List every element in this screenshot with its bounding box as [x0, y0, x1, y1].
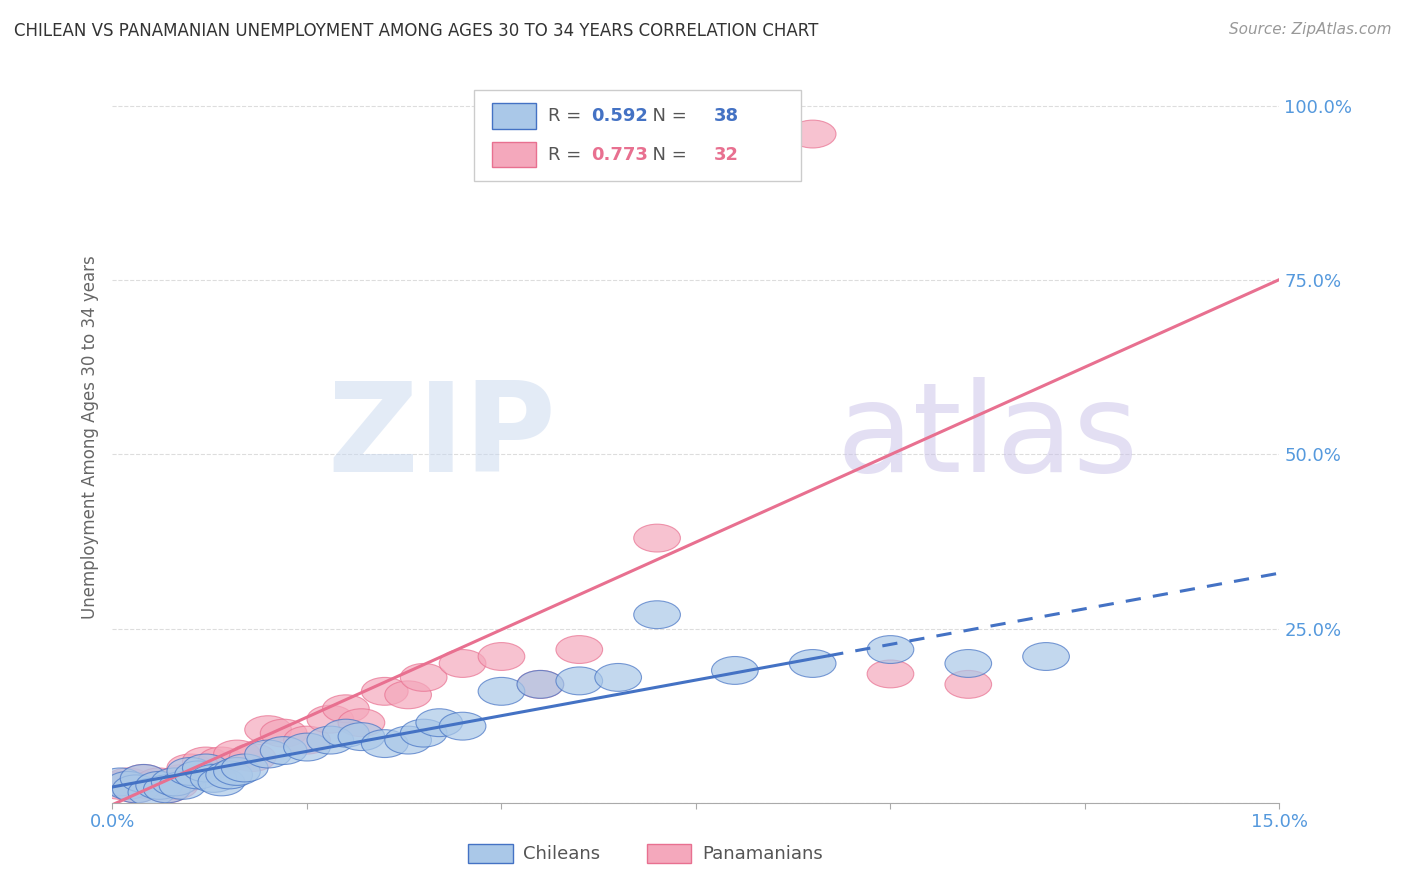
Ellipse shape: [198, 747, 245, 775]
Bar: [492, 103, 536, 128]
Text: Source: ZipAtlas.com: Source: ZipAtlas.com: [1229, 22, 1392, 37]
Ellipse shape: [260, 719, 307, 747]
Ellipse shape: [401, 664, 447, 691]
Ellipse shape: [143, 775, 190, 803]
Ellipse shape: [97, 772, 143, 799]
Ellipse shape: [183, 754, 229, 782]
Ellipse shape: [711, 657, 758, 684]
Ellipse shape: [517, 671, 564, 698]
Ellipse shape: [478, 677, 524, 706]
Ellipse shape: [789, 649, 837, 677]
Ellipse shape: [128, 779, 174, 806]
Ellipse shape: [439, 712, 486, 740]
Ellipse shape: [307, 726, 354, 754]
Bar: [647, 845, 692, 863]
Ellipse shape: [205, 761, 253, 789]
Ellipse shape: [159, 764, 205, 792]
Text: 0.773: 0.773: [591, 145, 648, 164]
Bar: [492, 142, 536, 168]
Text: atlas: atlas: [837, 376, 1137, 498]
Ellipse shape: [361, 730, 408, 757]
Text: R =: R =: [548, 107, 586, 125]
Ellipse shape: [337, 723, 385, 750]
Ellipse shape: [307, 706, 354, 733]
Ellipse shape: [385, 726, 432, 754]
Text: 38: 38: [713, 107, 738, 125]
Ellipse shape: [260, 737, 307, 764]
Ellipse shape: [337, 709, 385, 737]
Text: R =: R =: [548, 145, 586, 164]
Ellipse shape: [121, 764, 167, 792]
Y-axis label: Unemployment Among Ages 30 to 34 years: Unemployment Among Ages 30 to 34 years: [80, 255, 98, 619]
Ellipse shape: [868, 636, 914, 664]
Ellipse shape: [634, 601, 681, 629]
Ellipse shape: [385, 681, 432, 709]
Ellipse shape: [152, 768, 198, 796]
Ellipse shape: [439, 649, 486, 677]
Ellipse shape: [478, 642, 524, 671]
Ellipse shape: [104, 772, 152, 799]
Ellipse shape: [174, 761, 221, 789]
Ellipse shape: [167, 757, 214, 785]
Ellipse shape: [198, 768, 245, 796]
Ellipse shape: [128, 772, 174, 799]
Ellipse shape: [221, 754, 269, 782]
Ellipse shape: [136, 772, 183, 799]
Text: Chileans: Chileans: [523, 845, 600, 863]
Text: N =: N =: [641, 107, 693, 125]
Text: CHILEAN VS PANAMANIAN UNEMPLOYMENT AMONG AGES 30 TO 34 YEARS CORRELATION CHART: CHILEAN VS PANAMANIAN UNEMPLOYMENT AMONG…: [14, 22, 818, 40]
Text: ZIP: ZIP: [328, 376, 555, 498]
Ellipse shape: [245, 715, 291, 744]
Text: Panamanians: Panamanians: [702, 845, 823, 863]
Ellipse shape: [945, 649, 991, 677]
Ellipse shape: [945, 671, 991, 698]
FancyBboxPatch shape: [474, 90, 801, 181]
Text: N =: N =: [641, 145, 693, 164]
Ellipse shape: [245, 740, 291, 768]
Ellipse shape: [634, 524, 681, 552]
Ellipse shape: [711, 120, 758, 148]
Ellipse shape: [167, 754, 214, 782]
Ellipse shape: [555, 667, 603, 695]
Ellipse shape: [183, 747, 229, 775]
Ellipse shape: [112, 775, 159, 803]
Ellipse shape: [229, 744, 276, 772]
Ellipse shape: [214, 757, 260, 785]
Ellipse shape: [159, 772, 205, 799]
Ellipse shape: [416, 709, 463, 737]
Ellipse shape: [214, 740, 260, 768]
Ellipse shape: [361, 677, 408, 706]
Ellipse shape: [143, 775, 190, 803]
Text: 32: 32: [713, 145, 738, 164]
Ellipse shape: [136, 768, 183, 796]
Ellipse shape: [121, 764, 167, 792]
Ellipse shape: [97, 768, 143, 796]
Ellipse shape: [555, 636, 603, 664]
Ellipse shape: [517, 671, 564, 698]
Text: 0.592: 0.592: [591, 107, 648, 125]
Ellipse shape: [1022, 642, 1070, 671]
Ellipse shape: [401, 719, 447, 747]
Ellipse shape: [789, 120, 837, 148]
Ellipse shape: [322, 719, 370, 747]
Ellipse shape: [868, 660, 914, 688]
Bar: [468, 845, 513, 863]
Ellipse shape: [284, 733, 330, 761]
Ellipse shape: [595, 664, 641, 691]
Ellipse shape: [322, 695, 370, 723]
Ellipse shape: [104, 768, 152, 796]
Ellipse shape: [190, 764, 238, 792]
Ellipse shape: [284, 726, 330, 754]
Ellipse shape: [152, 772, 198, 799]
Ellipse shape: [112, 775, 159, 803]
